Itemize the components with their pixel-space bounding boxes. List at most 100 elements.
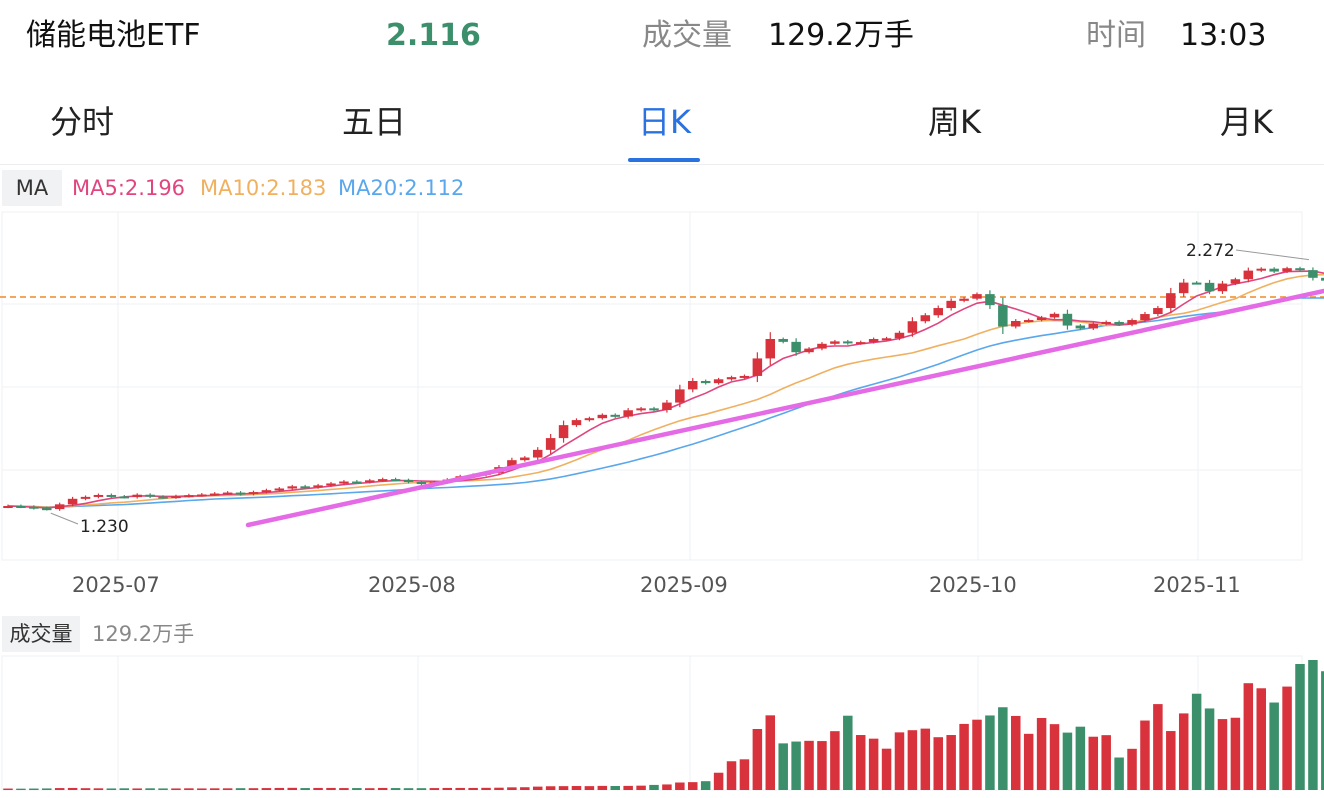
candle (300, 486, 310, 489)
volume-bar (171, 788, 181, 790)
volume-bar (985, 715, 995, 790)
candle (1282, 268, 1292, 272)
volume-bar (132, 788, 142, 790)
volume-bar (416, 788, 427, 790)
volume-bar (1153, 704, 1163, 790)
candle (972, 294, 982, 299)
candle (778, 338, 788, 342)
period-tabs: 分时 五日 日K 周K 月K (0, 88, 1324, 165)
volume-bar (1230, 717, 1241, 790)
candle (1140, 314, 1150, 321)
volume-legend: 成交量 129.2万手 (0, 616, 1324, 652)
volume-bar (313, 787, 323, 790)
candle (339, 481, 349, 484)
quote-header: 储能电池ETF 2.116 成交量 129.2万手 时间 13:03 (0, 0, 1324, 72)
candle (3, 506, 13, 508)
candle (1127, 320, 1137, 325)
candle (222, 492, 233, 495)
candle (1166, 293, 1176, 309)
tab-daily-k[interactable]: 日K (638, 103, 691, 141)
volume-bar (494, 787, 504, 790)
candle (1049, 313, 1060, 318)
ma-indicator-button[interactable]: MA (2, 170, 62, 206)
volume-bar (481, 787, 491, 790)
tab-five-day[interactable]: 五日 (342, 103, 407, 141)
time-label: 时间 (1086, 18, 1146, 53)
candle (907, 321, 918, 333)
candle (1204, 282, 1215, 292)
volume-bar (752, 728, 763, 790)
volume-legend-value: 129.2万手 (92, 622, 195, 646)
tab-intraday[interactable]: 分时 (50, 103, 115, 141)
candle (42, 508, 52, 511)
candle (662, 402, 672, 411)
volume-bar (29, 788, 39, 790)
tab-weekly-k[interactable]: 周K (928, 103, 981, 141)
ma20-value: MA20:2.112 (338, 176, 465, 200)
volume-bar (636, 785, 646, 790)
volume-bar (1256, 688, 1266, 790)
candle (843, 341, 853, 344)
candle (1256, 268, 1266, 271)
candle (726, 377, 737, 380)
tab-monthly-k[interactable]: 月K (1220, 103, 1273, 141)
candle (1321, 277, 1324, 281)
ma10-value: MA10:2.183 (200, 176, 327, 200)
volume-bar (855, 735, 866, 790)
candle (1243, 270, 1254, 280)
volume-indicator-button[interactable]: 成交量 (2, 616, 80, 652)
candle (571, 420, 582, 426)
candle (313, 485, 323, 488)
volume-bar (106, 788, 117, 790)
candle (16, 506, 26, 508)
candle (1062, 313, 1073, 326)
volume-bar (455, 787, 465, 790)
volume-bar (93, 788, 104, 790)
volume-bar (287, 787, 297, 790)
candle (1011, 320, 1021, 327)
volume-bar (468, 787, 478, 790)
trend-line (245, 288, 1324, 528)
candle (959, 298, 969, 301)
candle (209, 493, 220, 496)
volume-bar (817, 741, 827, 790)
x-tick-label: 2025-08 (368, 573, 456, 597)
candle (791, 341, 801, 353)
volume-bar (1178, 713, 1189, 790)
volume-bar (907, 730, 918, 790)
candle (739, 375, 750, 378)
volume-bar (1062, 732, 1073, 790)
ma20-line (7, 297, 1324, 508)
ma-legend: MA MA5:2.196 MA10:2.183 MA20:2.112 (0, 170, 1324, 206)
candle (597, 414, 608, 419)
candle (532, 449, 543, 458)
volume-bar (804, 740, 814, 790)
volume-bar (688, 782, 698, 790)
candle (197, 494, 207, 497)
candle (688, 380, 698, 390)
candle (132, 494, 142, 498)
volume-bar (261, 788, 272, 790)
x-tick-label: 2025-09 (640, 573, 728, 597)
candle (649, 408, 659, 411)
volume-bar (558, 786, 569, 790)
volume-bar (959, 723, 969, 790)
volume-bar (222, 788, 233, 790)
volume-bar (946, 735, 956, 790)
candle (1269, 268, 1279, 272)
volume-bar (184, 788, 194, 790)
volume-bar (1308, 660, 1318, 790)
candle (868, 338, 879, 343)
candle (235, 492, 246, 495)
volume-bar (197, 788, 207, 790)
volume-bar (700, 781, 711, 790)
volume-bar (1166, 731, 1176, 790)
candle (171, 496, 181, 499)
candle (985, 294, 995, 306)
candle (93, 494, 104, 497)
candle (352, 481, 362, 484)
volume-bar (1217, 719, 1228, 790)
volume-bar (377, 787, 388, 790)
volume-bar (726, 761, 737, 790)
